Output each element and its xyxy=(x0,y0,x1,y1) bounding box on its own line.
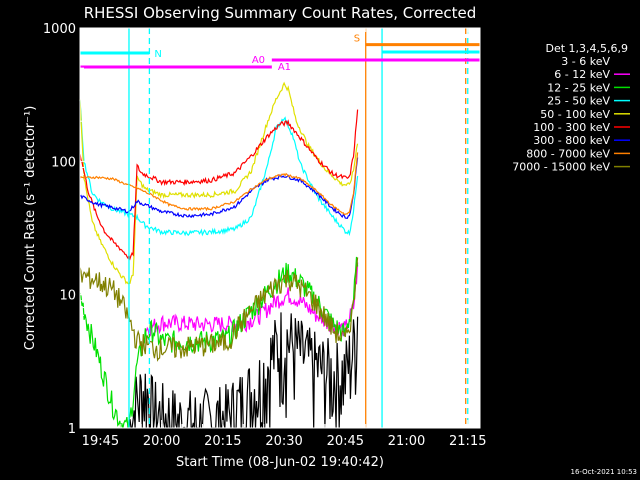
annotation-layer: N A0 A1 S xyxy=(80,28,480,428)
legend-label-8: 800 - 7000 keV xyxy=(526,147,610,160)
series-line-8 xyxy=(79,152,359,216)
marker-label-a0: A0 xyxy=(252,55,265,66)
footer-date: 16-Oct-2021 10:53 xyxy=(571,468,637,476)
chart-title: RHESSI Observing Summary Count Rates, Co… xyxy=(84,4,477,22)
x-axis-label: Start Time (08-Jun-02 19:40:42) xyxy=(176,455,384,470)
y-tick-label-4: 1000 xyxy=(43,22,76,37)
x-tick-label-4: 20:30 xyxy=(265,434,302,449)
legend-label-4: 25 - 50 keV xyxy=(547,95,610,108)
x-tick-label-1: 19:45 xyxy=(82,434,119,449)
x-tick-label-3: 20:15 xyxy=(204,434,241,449)
marker-label-n: N xyxy=(154,49,161,60)
axis-layer: 1 10 100 1000 19:45 20:00 20:15 20:30 20:45 21:00… xyxy=(43,22,487,449)
plot-frame xyxy=(79,27,481,429)
y-tick-label-3: 100 xyxy=(51,155,76,170)
marker-label-a1: A1 xyxy=(278,62,291,73)
x-tick-label-6: 21:00 xyxy=(388,434,425,449)
legend-label-1: 3 - 6 keV xyxy=(561,55,610,68)
y-axis-label: Corrected Count Rate (s⁻¹ detector⁻¹) xyxy=(23,106,38,351)
x-tick-label-2: 20:00 xyxy=(143,434,180,449)
legend-header: Det 1,3,4,5,6,9 xyxy=(545,42,628,55)
x-tick-label-7: 21:15 xyxy=(449,434,486,449)
legend-label-7: 300 - 800 keV xyxy=(533,134,610,147)
series-layer xyxy=(79,81,359,429)
series-line-6 xyxy=(79,109,359,261)
legend-label-6: 100 - 300 keV xyxy=(533,121,610,134)
series-line-9 xyxy=(79,257,359,362)
legend-label-3: 12 - 25 keV xyxy=(547,81,610,94)
x-tick-label-5: 20:45 xyxy=(327,434,364,449)
legend-label-2: 6 - 12 keV xyxy=(554,68,610,81)
y-tick-label-1: 1 xyxy=(68,422,76,437)
series-line-7 xyxy=(79,157,359,219)
legend-label-5: 50 - 100 keV xyxy=(540,108,610,121)
marker-label-s: S xyxy=(354,34,360,45)
legend-label-9: 7000 - 15000 keV xyxy=(512,161,610,174)
series-line-5 xyxy=(79,81,359,285)
y-tick-label-2: 10 xyxy=(59,289,76,304)
